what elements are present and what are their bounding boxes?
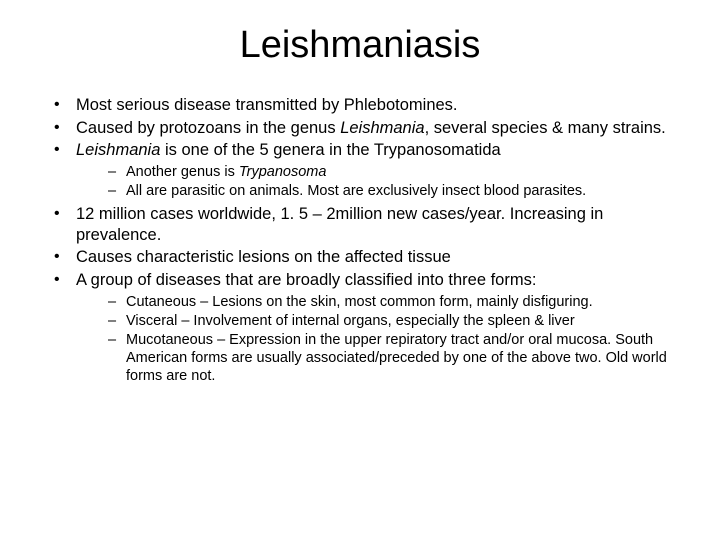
bullet-6-sub-2: Visceral – Involvement of internal organ… (108, 312, 690, 330)
bullet-6-text: A group of diseases that are broadly cla… (76, 271, 536, 289)
bullet-6-sub-3: Mucotaneous – Expression in the upper re… (108, 331, 690, 385)
bullet-5-text: Causes characteristic lesions on the aff… (76, 248, 451, 266)
bullet-6-sub-3-text: Mucotaneous – Expression in the upper re… (126, 332, 667, 384)
bullet-6-sub-1: Cutaneous – Lesions on the skin, most co… (108, 293, 690, 311)
bullet-3-text-a: is one of the 5 genera in the Trypanosom… (160, 141, 500, 159)
bullet-6-sub-1-text: Cutaneous – Lesions on the skin, most co… (126, 294, 593, 310)
slide-title: Leishmaniasis (30, 24, 690, 67)
bullet-1: Most serious disease transmitted by Phle… (54, 95, 690, 116)
bullet-3: Leishmania is one of the 5 genera in the… (54, 140, 690, 200)
bullet-1-text: Most serious disease transmitted by Phle… (76, 96, 458, 114)
bullet-3-sublist: Another genus is Trypanosoma All are par… (76, 163, 690, 200)
bullet-3-sub-2-text: All are parasitic on animals. Most are e… (126, 183, 586, 199)
bullet-5: Causes characteristic lesions on the aff… (54, 247, 690, 268)
bullet-2: Caused by protozoans in the genus Leishm… (54, 118, 690, 139)
slide: Leishmaniasis Most serious disease trans… (0, 0, 720, 540)
bullet-3-italic: Leishmania (76, 141, 160, 159)
bullet-4-text: 12 million cases worldwide, 1. 5 – 2mill… (76, 205, 603, 244)
bullet-2-text-a: Caused by protozoans in the genus (76, 119, 340, 137)
bullet-3-sub-1-italic: Trypanosoma (239, 164, 327, 180)
bullet-6: A group of diseases that are broadly cla… (54, 270, 690, 385)
bullet-3-sub-1-text: Another genus is (126, 164, 239, 180)
bullet-2-text-b: , several species & many strains. (425, 119, 666, 137)
bullet-3-sub-2: All are parasitic on animals. Most are e… (108, 182, 690, 200)
bullet-6-sublist: Cutaneous – Lesions on the skin, most co… (76, 293, 690, 386)
bullet-3-sub-1: Another genus is Trypanosoma (108, 163, 690, 181)
bullet-6-sub-2-text: Visceral – Involvement of internal organ… (126, 313, 575, 329)
bullet-4: 12 million cases worldwide, 1. 5 – 2mill… (54, 204, 690, 245)
bullet-2-italic: Leishmania (340, 119, 424, 137)
bullet-list: Most serious disease transmitted by Phle… (30, 95, 690, 385)
